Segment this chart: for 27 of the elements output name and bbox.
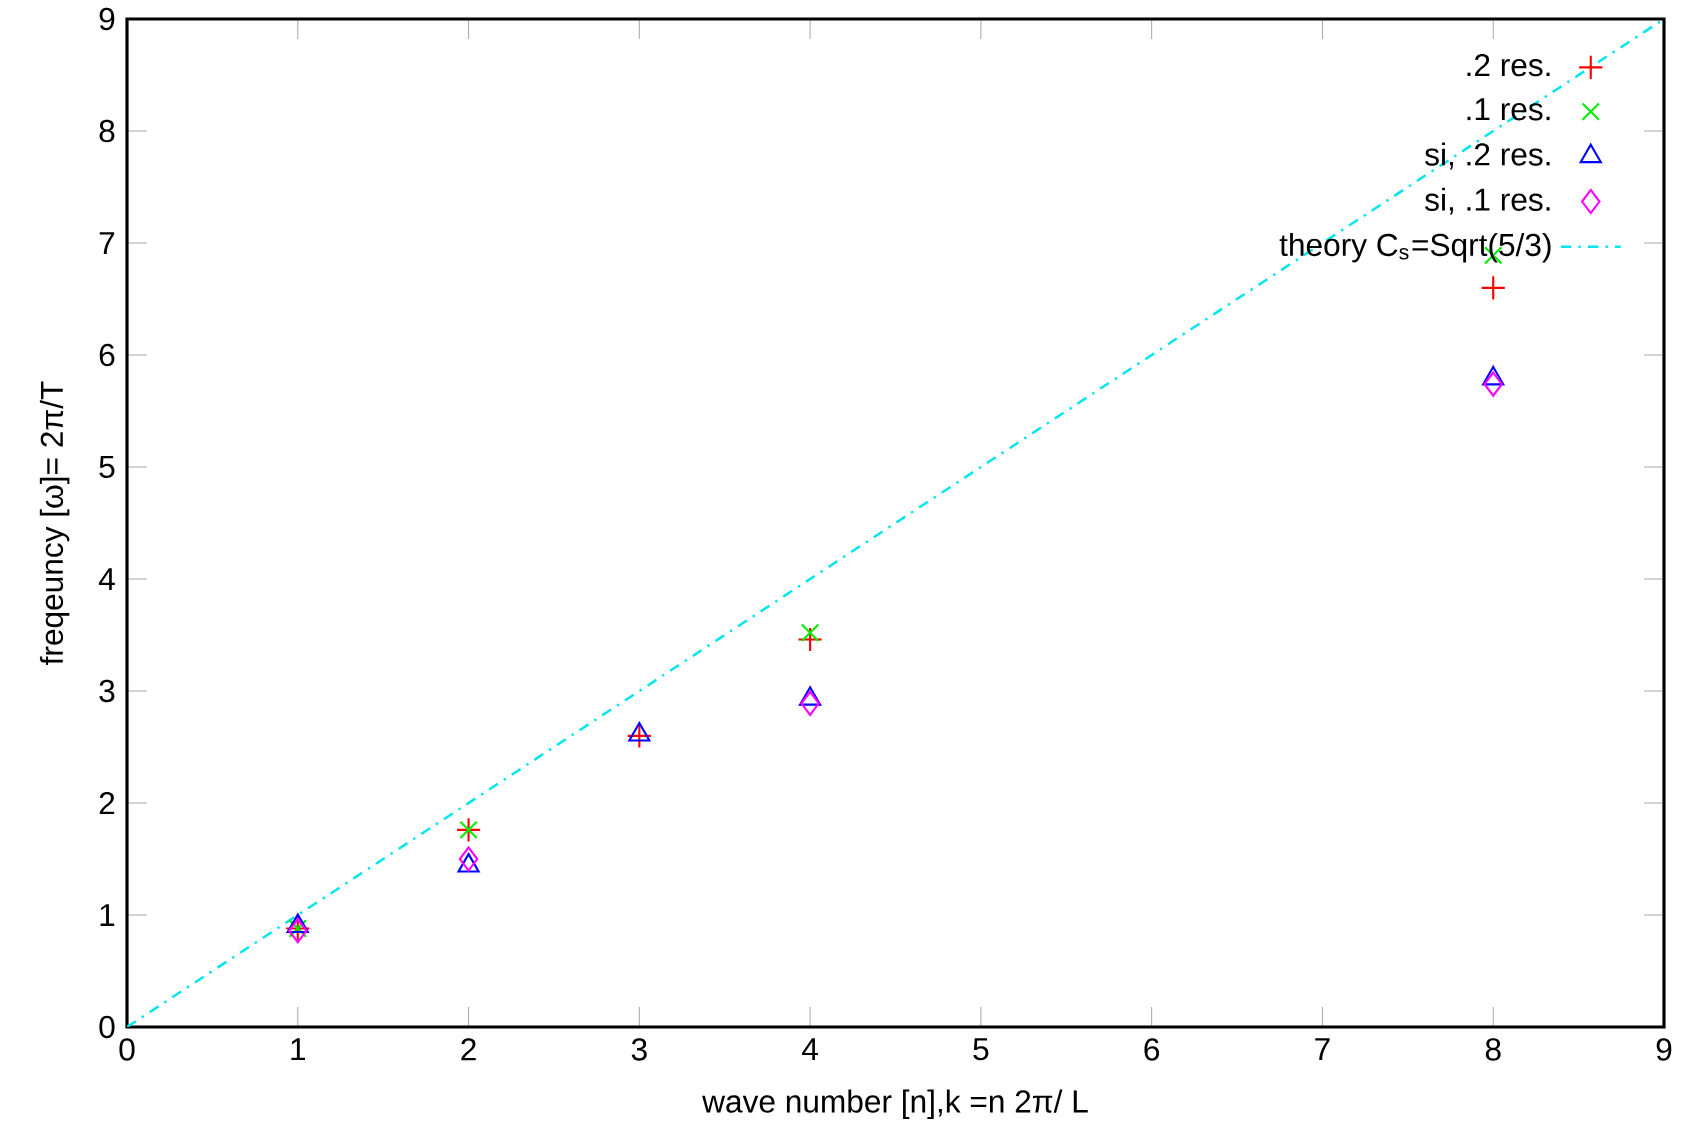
x-tick-label: 0 bbox=[119, 1038, 135, 1061]
y-axis-title: freqeuncy [ω]= 2π/T bbox=[39, 381, 70, 665]
legend-label: theory C$_{s}$=Sqrt(5/3) bbox=[1279, 232, 1551, 263]
y-tick-label: 5 bbox=[99, 455, 115, 479]
x-tick-label: 5 bbox=[973, 1038, 989, 1061]
x-tick-label: 8 bbox=[1485, 1038, 1501, 1061]
y-tick-label: 3 bbox=[99, 679, 115, 703]
x-axis-title: wave number [n],k =n 2π/ L bbox=[702, 1089, 1088, 1119]
x-tick-label: 4 bbox=[802, 1038, 818, 1061]
legend-label: .1 res. bbox=[1467, 98, 1550, 121]
y-tick-label: 7 bbox=[99, 232, 115, 254]
y-tick-label: 4 bbox=[98, 568, 115, 590]
x-tick-label: 2 bbox=[461, 1038, 476, 1061]
legend-label: .2 res. bbox=[1467, 53, 1550, 77]
x-tick-label: 1 bbox=[291, 1038, 306, 1061]
legend-label: si, .1 res. bbox=[1425, 187, 1550, 215]
y-tick-label: 0 bbox=[99, 1015, 115, 1039]
x-tick-label: 6 bbox=[1144, 1038, 1160, 1061]
legend-label: si, .2 res. bbox=[1425, 142, 1550, 170]
y-tick-label: 6 bbox=[99, 343, 115, 367]
x-tick-label: 3 bbox=[631, 1038, 647, 1061]
y-tick-label: 8 bbox=[99, 119, 115, 143]
y-tick-label: 2 bbox=[99, 791, 115, 815]
y-tick-label: 1 bbox=[100, 904, 115, 926]
x-tick-label: 7 bbox=[1315, 1038, 1330, 1061]
x-tick-label: 9 bbox=[1656, 1038, 1672, 1061]
y-tick-label: 9 bbox=[99, 7, 115, 31]
